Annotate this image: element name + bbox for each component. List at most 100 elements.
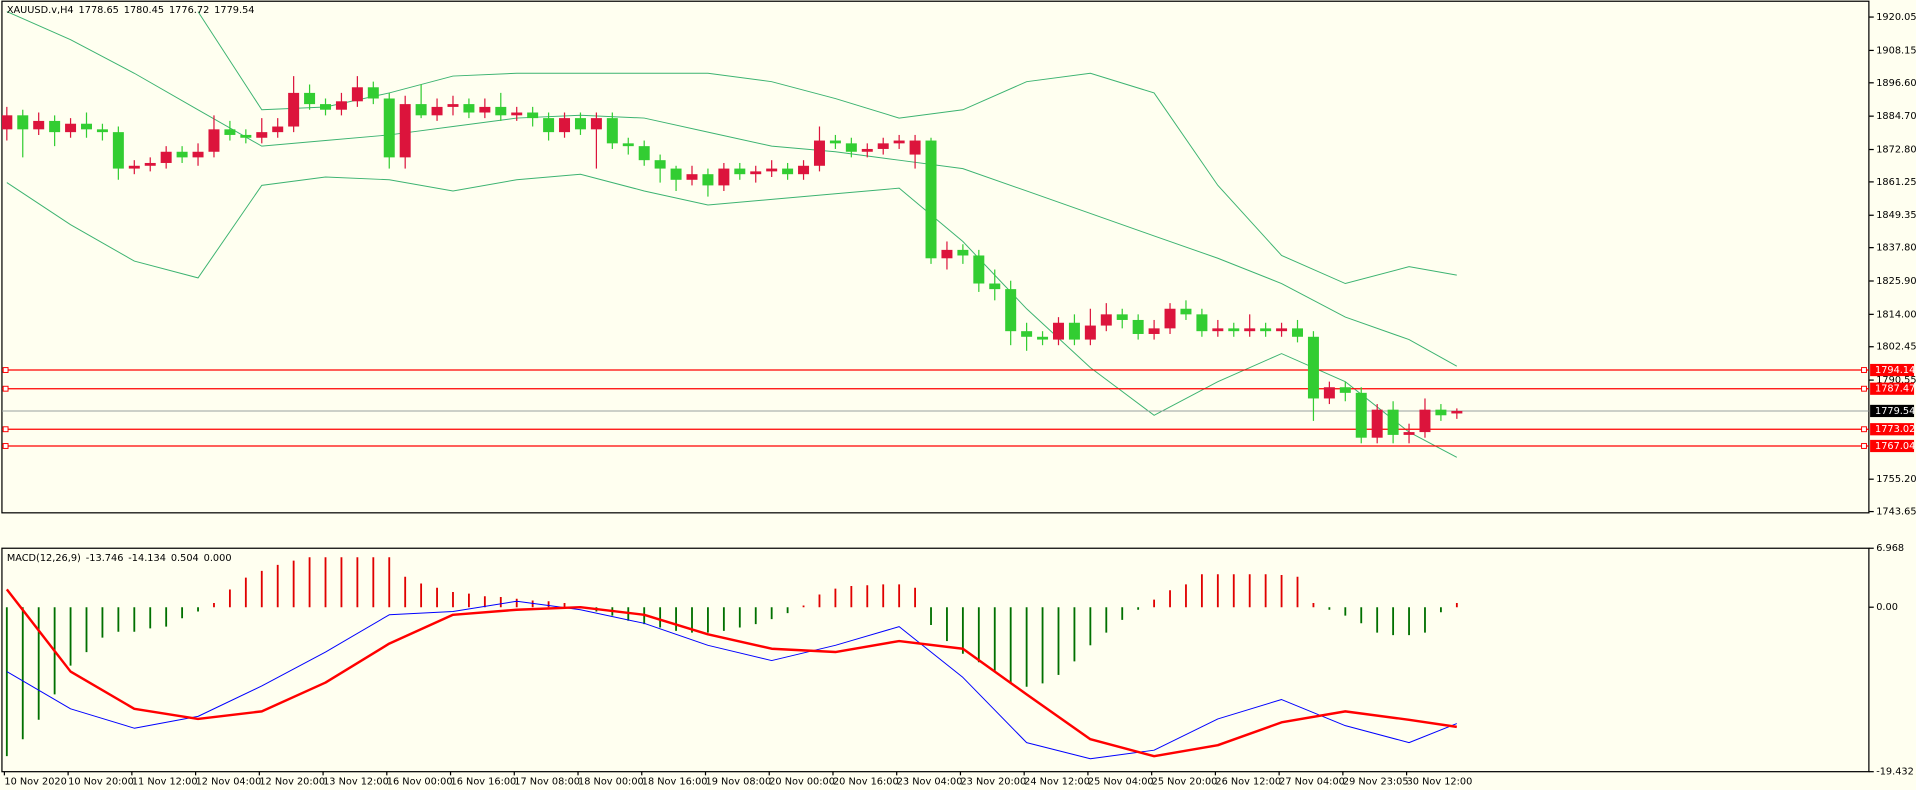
candle-body <box>208 129 220 152</box>
candle-body <box>782 168 794 175</box>
header-value: 0.504 <box>171 553 199 564</box>
candle-body <box>1164 308 1176 329</box>
candle-body <box>463 104 475 113</box>
candle-body <box>1116 314 1128 320</box>
candle-body <box>527 112 539 119</box>
candle-body <box>686 174 698 180</box>
x-tick-label: 13 Nov 12:00 <box>323 776 389 787</box>
candle-body <box>65 123 77 133</box>
candle-body <box>288 92 300 127</box>
x-tick-label: 25 Nov 20:00 <box>1152 776 1218 787</box>
x-tick-label: 27 Nov 04:00 <box>1279 776 1345 787</box>
candle-body <box>479 106 491 113</box>
candle-body <box>1451 410 1463 414</box>
candle-body <box>304 92 316 105</box>
y-tick-label: 1861.25 <box>1876 177 1916 188</box>
level-handle <box>1861 426 1867 433</box>
current-price-box <box>1870 404 1915 418</box>
candle-body <box>877 143 889 149</box>
x-tick-label: 25 Nov 04:00 <box>1088 776 1154 787</box>
candle-body <box>1419 409 1431 433</box>
header-value: 1779.54 <box>214 5 254 16</box>
candle-body <box>81 123 92 130</box>
y-tick-label: 1802.45 <box>1876 342 1916 353</box>
macd-line <box>5 588 1457 758</box>
candle-body <box>96 129 108 133</box>
candle-body <box>128 165 140 169</box>
x-tick-label: 20 Nov 16:00 <box>833 776 899 787</box>
level-handle <box>2 426 9 433</box>
y-tick-label: 6.968 <box>1876 543 1904 554</box>
candle-body <box>622 143 634 147</box>
candle-body <box>240 134 252 138</box>
current-price-label: 1779.54 <box>1875 406 1915 417</box>
candle-body <box>399 104 411 158</box>
candle-body <box>829 140 841 144</box>
header-title: MACD(12,26,9) <box>7 553 81 564</box>
x-tick-label: 30 Nov 12:00 <box>1407 776 1473 787</box>
candle-body <box>718 168 730 186</box>
candle-body <box>160 151 172 163</box>
candle-body <box>192 151 204 158</box>
candle-body <box>909 140 921 155</box>
candle-body <box>973 255 985 284</box>
candle-body <box>638 146 650 161</box>
candle-body <box>606 118 618 144</box>
candle-body <box>766 168 778 172</box>
candle-body <box>1 115 13 130</box>
candle-body <box>1132 319 1144 334</box>
x-tick-label: 18 Nov 00:00 <box>578 776 644 787</box>
candle-body <box>256 132 268 138</box>
candle-body <box>1052 322 1064 340</box>
y-tick-label: 1825.90 <box>1876 276 1916 287</box>
candle-body <box>1180 308 1192 315</box>
bollinger-line <box>197 11 1457 285</box>
y-tick-label: 1908.15 <box>1876 45 1916 56</box>
candle-body <box>49 120 61 133</box>
candle-body <box>1196 314 1208 332</box>
candle-body <box>1068 322 1080 340</box>
indicator-header: XAUUSD.v,H4 1778.65 1780.45 1776.72 1779.54 <box>7 5 255 16</box>
candle-body <box>176 151 188 158</box>
candle-body <box>1037 336 1049 340</box>
y-tick-label: 1884.70 <box>1876 111 1916 122</box>
candle-body <box>893 140 905 144</box>
candle-body <box>1005 289 1017 332</box>
x-tick-label: 19 Nov 08:00 <box>705 776 771 787</box>
x-tick-label: 29 Nov 23:05 <box>1343 776 1409 787</box>
level-box <box>1870 382 1915 395</box>
macd-line <box>6 600 1457 760</box>
y-tick-label: 1743.65 <box>1876 507 1916 518</box>
x-tick-label: 23 Nov 04:00 <box>897 776 963 787</box>
candle-body <box>1435 409 1447 416</box>
candle-body <box>861 148 873 152</box>
y-tick-label: 1814.00 <box>1876 309 1916 320</box>
x-tick-label: 26 Nov 12:00 <box>1215 776 1281 787</box>
y-tick-label: 0.00 <box>1876 602 1898 613</box>
candle-body <box>447 104 459 107</box>
candle-body <box>415 104 427 116</box>
level-handle <box>1861 443 1867 449</box>
candle-body <box>798 165 810 175</box>
candle-body <box>1212 328 1224 332</box>
candle-body <box>734 168 746 175</box>
y-tick-label: 1896.60 <box>1876 78 1916 89</box>
macd-plot <box>5 557 1458 760</box>
indicator-header: MACD(12,26,9) -13.746 -14.134 0.504 0.000 <box>7 553 232 564</box>
candle-body <box>112 132 124 169</box>
candle-body <box>750 171 762 175</box>
candle-body <box>367 87 379 99</box>
level-handle <box>2 443 9 449</box>
candle-body <box>1355 392 1367 438</box>
candle-body <box>272 126 284 133</box>
candle-body <box>941 249 953 259</box>
candle-body <box>351 87 363 102</box>
candle-body <box>1228 328 1240 332</box>
candle-body <box>144 162 156 166</box>
header-value: 1778.65 <box>79 5 119 16</box>
candle-body <box>1371 409 1383 438</box>
candle-body <box>335 101 347 110</box>
candle-body <box>1148 328 1160 334</box>
